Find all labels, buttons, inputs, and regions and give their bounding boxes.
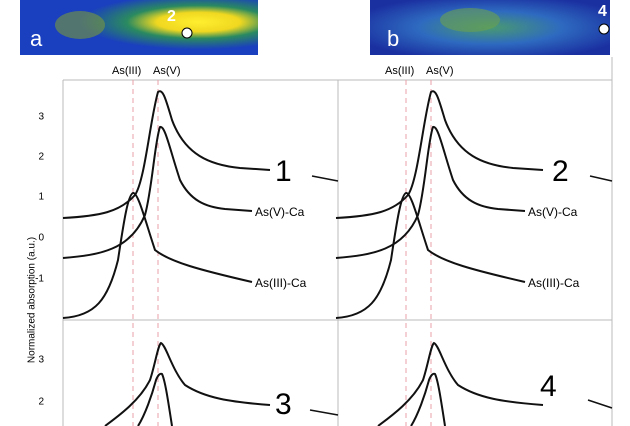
leader-line [589,175,613,182]
spectrum-label: As(V)-Ca [255,205,305,219]
map-spot [440,8,500,32]
point-label: 2 [167,8,176,25]
y-ticks: 3 2 1 0 -1 3 2 [35,112,44,408]
spectra-panel [62,80,271,426]
panel-label: a [30,26,43,51]
spectrum [137,372,173,426]
leader-line [311,175,339,182]
y-tick-label: 2 [38,397,44,408]
edge-label: As(III) [112,65,141,77]
spectrum-number: 2 [552,155,569,188]
leader-line [309,409,339,416]
spectrum [62,90,271,219]
y-tick-label: 0 [38,233,44,244]
y-tick-label: -1 [35,274,44,285]
y-tick-label: 1 [38,192,44,203]
y-axis-label: Normalized absorption (a.u.) [27,237,38,363]
spectrum [62,192,253,319]
spectrum [104,341,271,426]
spectrum-label: As(III)-Ca [255,276,307,290]
spectrum-number: 4 [540,370,557,403]
edge-label: As(III) [385,65,414,77]
spectra-panel [335,79,544,426]
y-tick-label: 3 [38,112,44,123]
panel-label: b [387,26,399,51]
spectrum-number: 3 [275,388,292,421]
point-marker [181,27,193,39]
spectrum-label: As(V)-Ca [528,205,578,219]
spectrum-label: As(III)-Ca [528,276,580,290]
point-marker [598,23,610,35]
map-spot [55,11,105,39]
y-tick-label: 3 [38,355,44,366]
edge-label: As(V) [153,65,181,77]
y-tick-label: 2 [38,152,44,163]
edge-label: As(V) [426,65,454,77]
spectrum-number: 1 [275,155,292,188]
point-label: 4 [598,3,607,20]
leader-line [587,399,613,409]
